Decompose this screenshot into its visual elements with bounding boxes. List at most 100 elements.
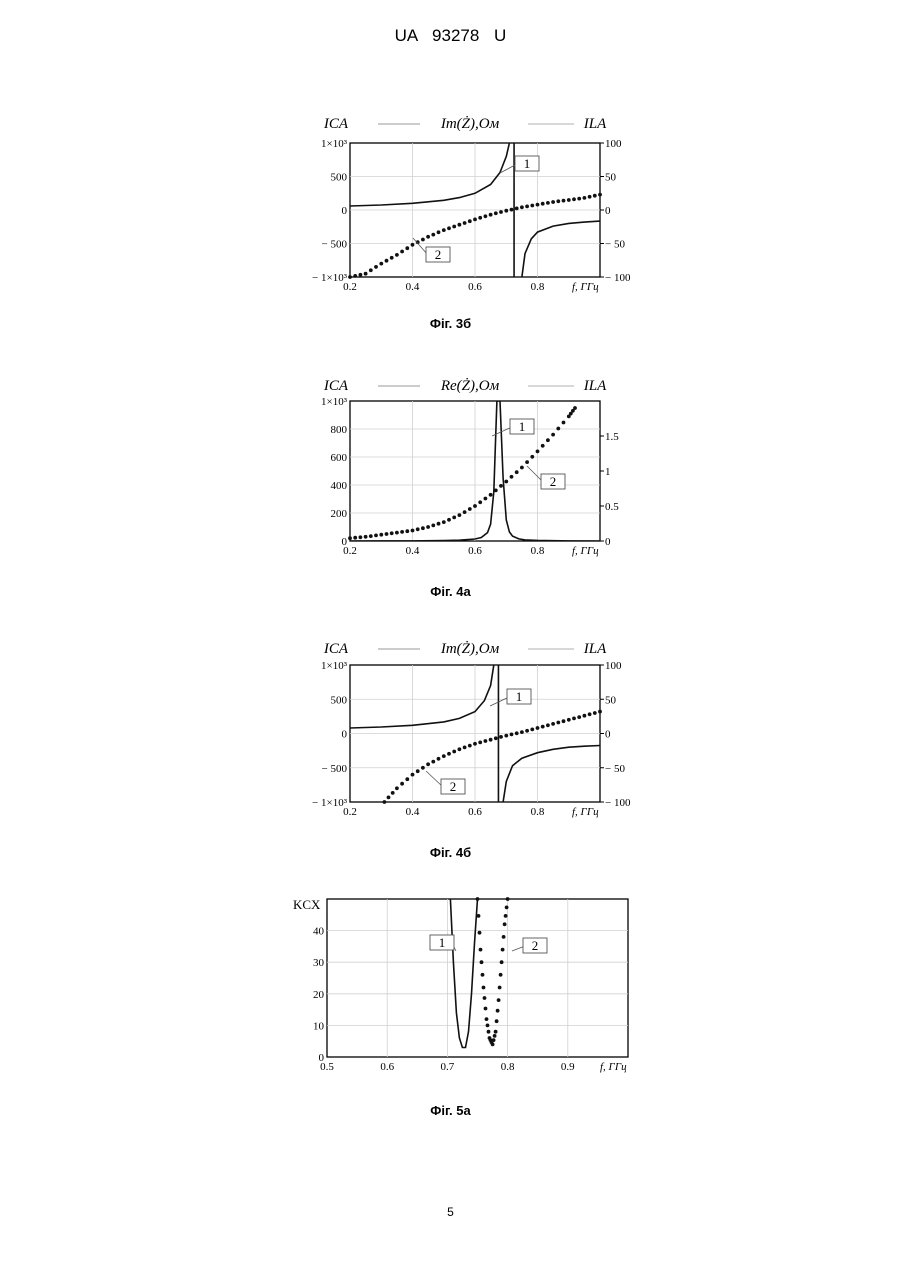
series-2-point <box>359 535 363 539</box>
x-tick-label: 0.8 <box>531 806 545 818</box>
series-2-point <box>593 711 597 715</box>
series-2-point <box>400 530 404 534</box>
series-2-point <box>499 210 503 214</box>
series-2-point <box>510 733 514 737</box>
series-2-point <box>583 196 587 200</box>
callout-label-1: 1 <box>516 689 523 704</box>
chart-fig4b: 0.20.40.60.81×10³5000− 500− 1×10³100500−… <box>0 636 901 836</box>
series-2-point <box>503 922 507 926</box>
x-axis-label: f, ГГц <box>572 281 599 293</box>
series-2-point <box>494 489 498 493</box>
series-2-point <box>593 194 597 198</box>
series-2-point <box>482 986 486 990</box>
right-tick-label: 0 <box>605 205 611 217</box>
series-2-point <box>463 746 467 750</box>
left-tick-label: 0 <box>319 1052 325 1064</box>
left-tick-label: 200 <box>331 508 348 520</box>
series-2-point <box>515 731 519 735</box>
left-tick-label: 30 <box>313 957 325 969</box>
series-2-point <box>431 524 435 528</box>
left-axis-label: KCX <box>293 897 321 912</box>
right-axis-label: ILA <box>583 378 607 394</box>
series-2-point <box>353 536 357 540</box>
x-tick-label: 0.8 <box>501 1061 515 1073</box>
left-tick-label: 500 <box>331 172 348 184</box>
series-2-point <box>387 796 391 800</box>
series-2-point <box>442 228 446 232</box>
x-tick-label: 0.4 <box>406 806 420 818</box>
right-axis-label: ILA <box>583 116 607 132</box>
series-2-point <box>359 273 363 277</box>
series-2-point <box>501 948 505 952</box>
series-2-point <box>369 534 373 538</box>
series-2-point <box>541 444 545 448</box>
series-2-point <box>481 973 485 977</box>
x-tick-label: 0.6 <box>380 1061 394 1073</box>
series-2-point <box>405 777 409 781</box>
series-2-point <box>426 762 430 766</box>
x-tick-label: 0.4 <box>406 281 420 293</box>
right-tick-label: − 100 <box>605 272 631 284</box>
series-2-point <box>556 427 560 431</box>
left-tick-label: 400 <box>331 480 348 492</box>
series-2-point <box>468 507 472 511</box>
page-number: 5 <box>0 1205 901 1219</box>
series-2-point <box>525 460 529 464</box>
series-2-point <box>364 272 368 276</box>
left-tick-label: 20 <box>313 989 325 1001</box>
series-2-point <box>400 782 404 786</box>
series-2-point <box>567 198 571 202</box>
left-tick-label: 0 <box>342 729 348 741</box>
series-2-point <box>562 421 566 425</box>
left-tick-label: 0 <box>342 205 348 217</box>
series-2-point <box>468 744 472 748</box>
x-tick-label: 0.6 <box>468 545 482 557</box>
series-2-point <box>500 960 504 964</box>
chart-title: Re(Ż),Ом <box>440 378 500 394</box>
series-2-point <box>556 721 560 725</box>
series-2-point <box>431 233 435 237</box>
left-axis-label: ICA <box>323 641 349 657</box>
series-2-point <box>577 197 581 201</box>
series-2-point <box>496 1009 500 1013</box>
series-2-point <box>447 752 451 756</box>
series-2-point <box>437 522 441 526</box>
series-2-point <box>551 433 555 437</box>
left-tick-label: 10 <box>313 1020 325 1032</box>
series-2-point <box>395 253 399 257</box>
series-2-point <box>468 219 472 223</box>
callout-label-2: 2 <box>450 779 457 794</box>
series-2-point <box>348 536 352 540</box>
series-2-point <box>480 960 484 964</box>
series-2-point <box>426 235 430 239</box>
series-2-point <box>374 534 378 538</box>
series-2-point <box>452 225 456 229</box>
series-2-point <box>504 480 508 484</box>
series-2-point <box>505 906 509 910</box>
series-2-point <box>489 213 493 217</box>
series-2-point <box>478 931 482 935</box>
x-tick-label: 0.9 <box>561 1061 575 1073</box>
series-2-point <box>530 728 534 732</box>
series-2-point <box>525 729 529 733</box>
series-2-point <box>525 205 529 209</box>
series-2-point <box>348 275 352 279</box>
series-2-point <box>452 750 456 754</box>
left-tick-label: 1×10³ <box>321 660 348 672</box>
left-tick-label: − 500 <box>322 239 348 251</box>
chart-fig4a: 0.20.40.60.81×10³80060040020001.510.50f,… <box>0 375 901 575</box>
left-axis-label: ICA <box>323 116 349 132</box>
series-2-point <box>546 723 550 727</box>
right-tick-label: 0 <box>605 729 611 741</box>
x-tick-label: 0.6 <box>468 806 482 818</box>
series-2-point <box>484 214 488 218</box>
x-axis-label: f, ГГц <box>600 1061 627 1073</box>
right-tick-label: 1.5 <box>605 431 619 443</box>
series-2-point <box>478 741 482 745</box>
series-2-point <box>494 1030 498 1034</box>
right-tick-label: − 50 <box>605 763 625 775</box>
x-tick-label: 0.7 <box>441 1061 455 1073</box>
series-2-point <box>530 455 534 459</box>
callout-label-1: 1 <box>524 156 531 171</box>
series-2-point <box>492 1038 496 1042</box>
